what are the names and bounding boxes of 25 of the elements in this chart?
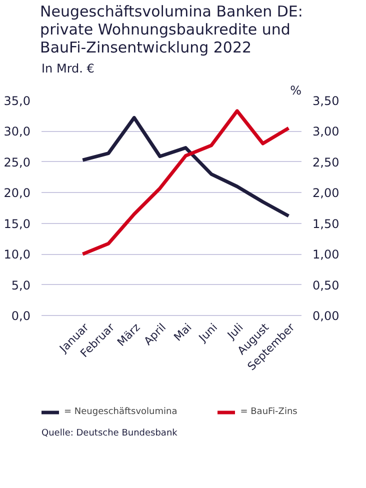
line-series bbox=[80, 109, 290, 256]
y2-tick-label: 1,50 bbox=[312, 216, 340, 231]
y2-tick-label: 0,50 bbox=[312, 278, 340, 292]
y-tick-label: 30,0 bbox=[4, 124, 30, 139]
y-tick-label: 5,0 bbox=[11, 278, 31, 292]
chart-title: Neugeschäftsvolumina Banken DE: private Wohnungsbaukredite und BauFi-Zinsentwicklung 2022 bbox=[40, 2, 303, 56]
y-tick-label: 10,0 bbox=[4, 248, 30, 262]
legend-label: = BauFi-Zins bbox=[240, 407, 298, 417]
y2-tick-label: 0,00 bbox=[312, 309, 340, 323]
y2-tick-label: 3,50 bbox=[312, 94, 340, 108]
line-series bbox=[80, 116, 290, 218]
y2-axis-title: % bbox=[290, 84, 302, 98]
y-tick-label: 0,0 bbox=[11, 309, 31, 323]
y2-tick-label: 1,00 bbox=[312, 248, 340, 262]
y-tick-label: 20,0 bbox=[4, 186, 30, 200]
y-tick-label: 15,0 bbox=[4, 216, 30, 231]
y2-tick-label: 3,00 bbox=[312, 124, 340, 139]
y-axis-title: In Mrd. € bbox=[42, 62, 94, 76]
y-tick-label: 25,0 bbox=[4, 155, 30, 170]
y2-tick-label: 2,00 bbox=[312, 186, 340, 200]
x-tick-label: Mai bbox=[171, 320, 194, 344]
source-note: Quelle: Deutsche Bundesbank bbox=[42, 428, 178, 438]
y-tick-label: 35,0 bbox=[4, 94, 30, 108]
y2-tick-label: 2,50 bbox=[312, 155, 340, 170]
legend-label: = Neugeschäftsvolumina bbox=[64, 407, 178, 417]
